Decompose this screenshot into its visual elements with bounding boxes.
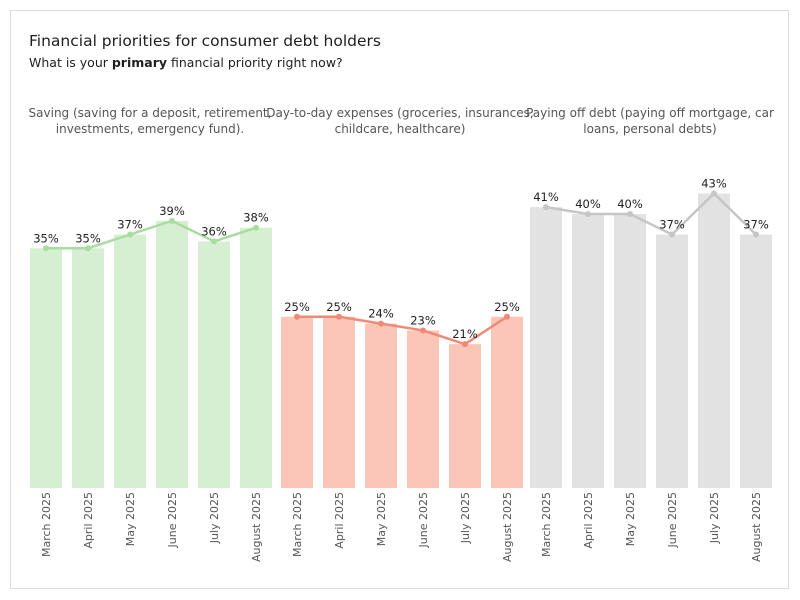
data-point xyxy=(420,327,426,334)
data-label: 23% xyxy=(410,313,436,327)
data-point xyxy=(669,231,675,238)
data-label: 25% xyxy=(284,300,310,314)
data-label: 36% xyxy=(201,224,227,238)
bar xyxy=(449,344,481,488)
bar xyxy=(407,330,439,488)
category-tick-label: March 2025 xyxy=(540,492,553,557)
bar xyxy=(656,234,688,488)
category-tick-label: April 2025 xyxy=(333,492,346,549)
bar xyxy=(323,316,355,488)
data-point xyxy=(585,211,591,217)
category-tick-label: April 2025 xyxy=(582,492,595,549)
data-label: 37% xyxy=(743,218,769,232)
data-label: 40% xyxy=(617,197,643,211)
bar xyxy=(281,316,313,488)
data-label: 25% xyxy=(494,300,520,314)
data-label: 35% xyxy=(75,231,101,245)
trend-line xyxy=(545,192,757,236)
category-tick-label: August 2025 xyxy=(250,492,263,562)
subtitle-emphasis: primary xyxy=(111,55,168,70)
category-tick-label: June 2025 xyxy=(166,492,179,548)
category-tick-label: June 2025 xyxy=(666,492,679,548)
trend-line xyxy=(46,219,257,250)
category-tick-label: July 2025 xyxy=(708,492,721,544)
data-point xyxy=(169,217,175,224)
category-tick-label: May 2025 xyxy=(624,492,637,546)
data-label: 41% xyxy=(533,190,559,204)
category-tick-label: March 2025 xyxy=(291,492,304,557)
data-point xyxy=(127,231,133,238)
bar xyxy=(72,248,104,488)
category-tick-label: July 2025 xyxy=(459,492,472,544)
data-point xyxy=(543,204,549,211)
chart-subtitle: What is your primary financial priority … xyxy=(29,55,343,70)
data-point xyxy=(294,313,300,320)
data-point xyxy=(711,190,717,197)
trend-line xyxy=(297,315,508,346)
category-tick-label: August 2025 xyxy=(501,492,514,562)
category-tick-label: June 2025 xyxy=(417,492,430,548)
panel-title-line: investments, emergency fund). xyxy=(56,122,245,136)
bar xyxy=(698,193,730,488)
data-label: 39% xyxy=(159,204,185,218)
category-tick-label: March 2025 xyxy=(40,492,53,557)
bar xyxy=(198,241,230,488)
category-tick-label: May 2025 xyxy=(375,492,388,546)
data-point xyxy=(504,313,510,320)
category-tick-label: April 2025 xyxy=(82,492,95,549)
data-point xyxy=(336,313,342,320)
bar xyxy=(572,214,604,488)
bar xyxy=(30,248,62,488)
panel-title-line: childcare, healthcare) xyxy=(335,122,466,136)
bar xyxy=(491,316,523,488)
data-point xyxy=(211,238,217,245)
data-label: 43% xyxy=(701,176,727,190)
data-label: 37% xyxy=(117,218,143,232)
data-label: 35% xyxy=(33,231,59,245)
data-point xyxy=(627,211,633,217)
subtitle-prefix: What is your xyxy=(29,55,112,70)
bar xyxy=(614,214,646,488)
data-point xyxy=(753,231,759,238)
category-tick-label: July 2025 xyxy=(208,492,221,544)
data-label: 37% xyxy=(659,218,685,232)
bar xyxy=(740,234,772,488)
bar xyxy=(114,234,146,488)
panel-title-line: Day-to-day expenses (groceries, insuranc… xyxy=(266,106,533,120)
panel-title-line: Saving (saving for a deposit, retirement… xyxy=(29,106,272,120)
bar xyxy=(240,227,272,488)
data-label: 40% xyxy=(575,197,601,211)
data-point xyxy=(462,341,468,348)
data-point xyxy=(43,245,49,252)
data-label: 25% xyxy=(326,300,352,314)
bar xyxy=(530,207,562,488)
data-point xyxy=(378,320,384,327)
chart-title: Financial priorities for consumer debt h… xyxy=(29,32,381,50)
data-label: 21% xyxy=(452,327,478,341)
category-tick-label: August 2025 xyxy=(750,492,763,562)
panel-title-line: loans, personal debts) xyxy=(583,122,716,136)
subtitle-suffix: financial priority right now? xyxy=(167,55,343,70)
data-point xyxy=(85,245,91,252)
data-label: 38% xyxy=(243,211,269,225)
panel-title-line: Paying off debt (paying off mortgage, ca… xyxy=(526,106,774,120)
category-tick-label: May 2025 xyxy=(124,492,137,546)
bar xyxy=(365,323,397,488)
data-point xyxy=(253,224,259,231)
bar xyxy=(156,220,188,488)
data-label: 24% xyxy=(368,307,394,321)
